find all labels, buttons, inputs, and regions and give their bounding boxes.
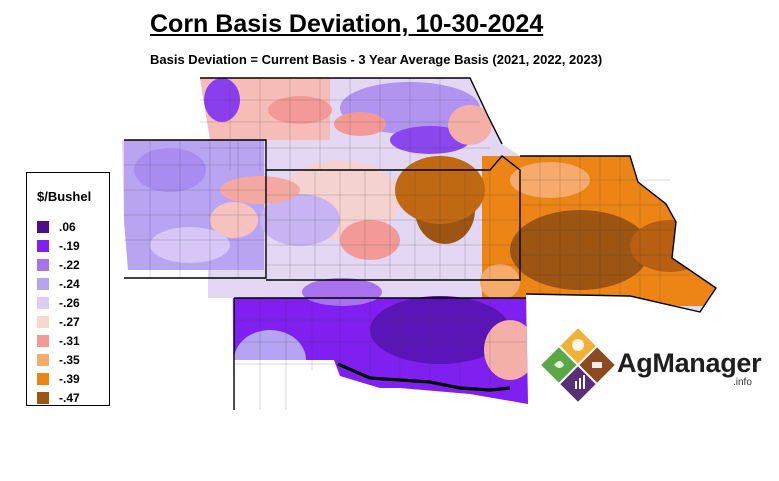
state-borders (124, 77, 717, 410)
legend-item: -.47 (37, 388, 80, 407)
legend-swatch (37, 277, 49, 290)
legend-item: -.26 (37, 293, 80, 312)
legend-item: -.31 (37, 331, 80, 350)
map-subtitle: Basis Deviation = Current Basis - 3 Year… (150, 52, 603, 67)
legend-swatch (37, 315, 49, 328)
logo-text: AgManager (617, 348, 762, 378)
legend-label: -.27 (59, 314, 80, 329)
basis-deviation-map (122, 77, 717, 410)
legend-swatch (37, 258, 49, 271)
legend-label: -.24 (59, 276, 80, 291)
legend-item: -.27 (37, 312, 80, 331)
legend-label: -.31 (59, 333, 80, 348)
legend-swatch (37, 239, 49, 252)
legend: $/Bushel .06 -.19 -.22 -.24 -.26 -.27 -.… (26, 172, 110, 406)
legend-item: -.24 (37, 274, 80, 293)
legend-swatch (37, 372, 49, 385)
legend-label: -.39 (59, 371, 80, 386)
legend-item: -.35 (37, 350, 80, 369)
legend-label: -.22 (59, 257, 80, 272)
legend-item: .06 (37, 217, 80, 236)
legend-item: -.19 (37, 236, 80, 255)
legend-item: -.39 (37, 369, 80, 388)
logo-suffix: .info (733, 377, 752, 388)
legend-swatch (37, 296, 49, 309)
county-lines (124, 78, 690, 410)
map-title: Corn Basis Deviation, 10-30-2024 (150, 10, 544, 38)
legend-label: -.26 (59, 295, 80, 310)
legend-title: $/Bushel (37, 189, 92, 204)
agmanager-logo-icon (541, 328, 615, 402)
legend-list: .06 -.19 -.22 -.24 -.26 -.27 -.31 -.35 (37, 217, 80, 407)
legend-swatch (37, 353, 49, 366)
legend-label: .06 (59, 219, 76, 234)
legend-item: -.22 (37, 255, 80, 274)
legend-swatch (37, 391, 49, 404)
legend-swatch (37, 220, 49, 233)
legend-label: -.19 (59, 238, 80, 253)
legend-label: -.47 (59, 390, 80, 405)
legend-label: -.35 (59, 352, 80, 367)
legend-swatch (37, 334, 49, 347)
